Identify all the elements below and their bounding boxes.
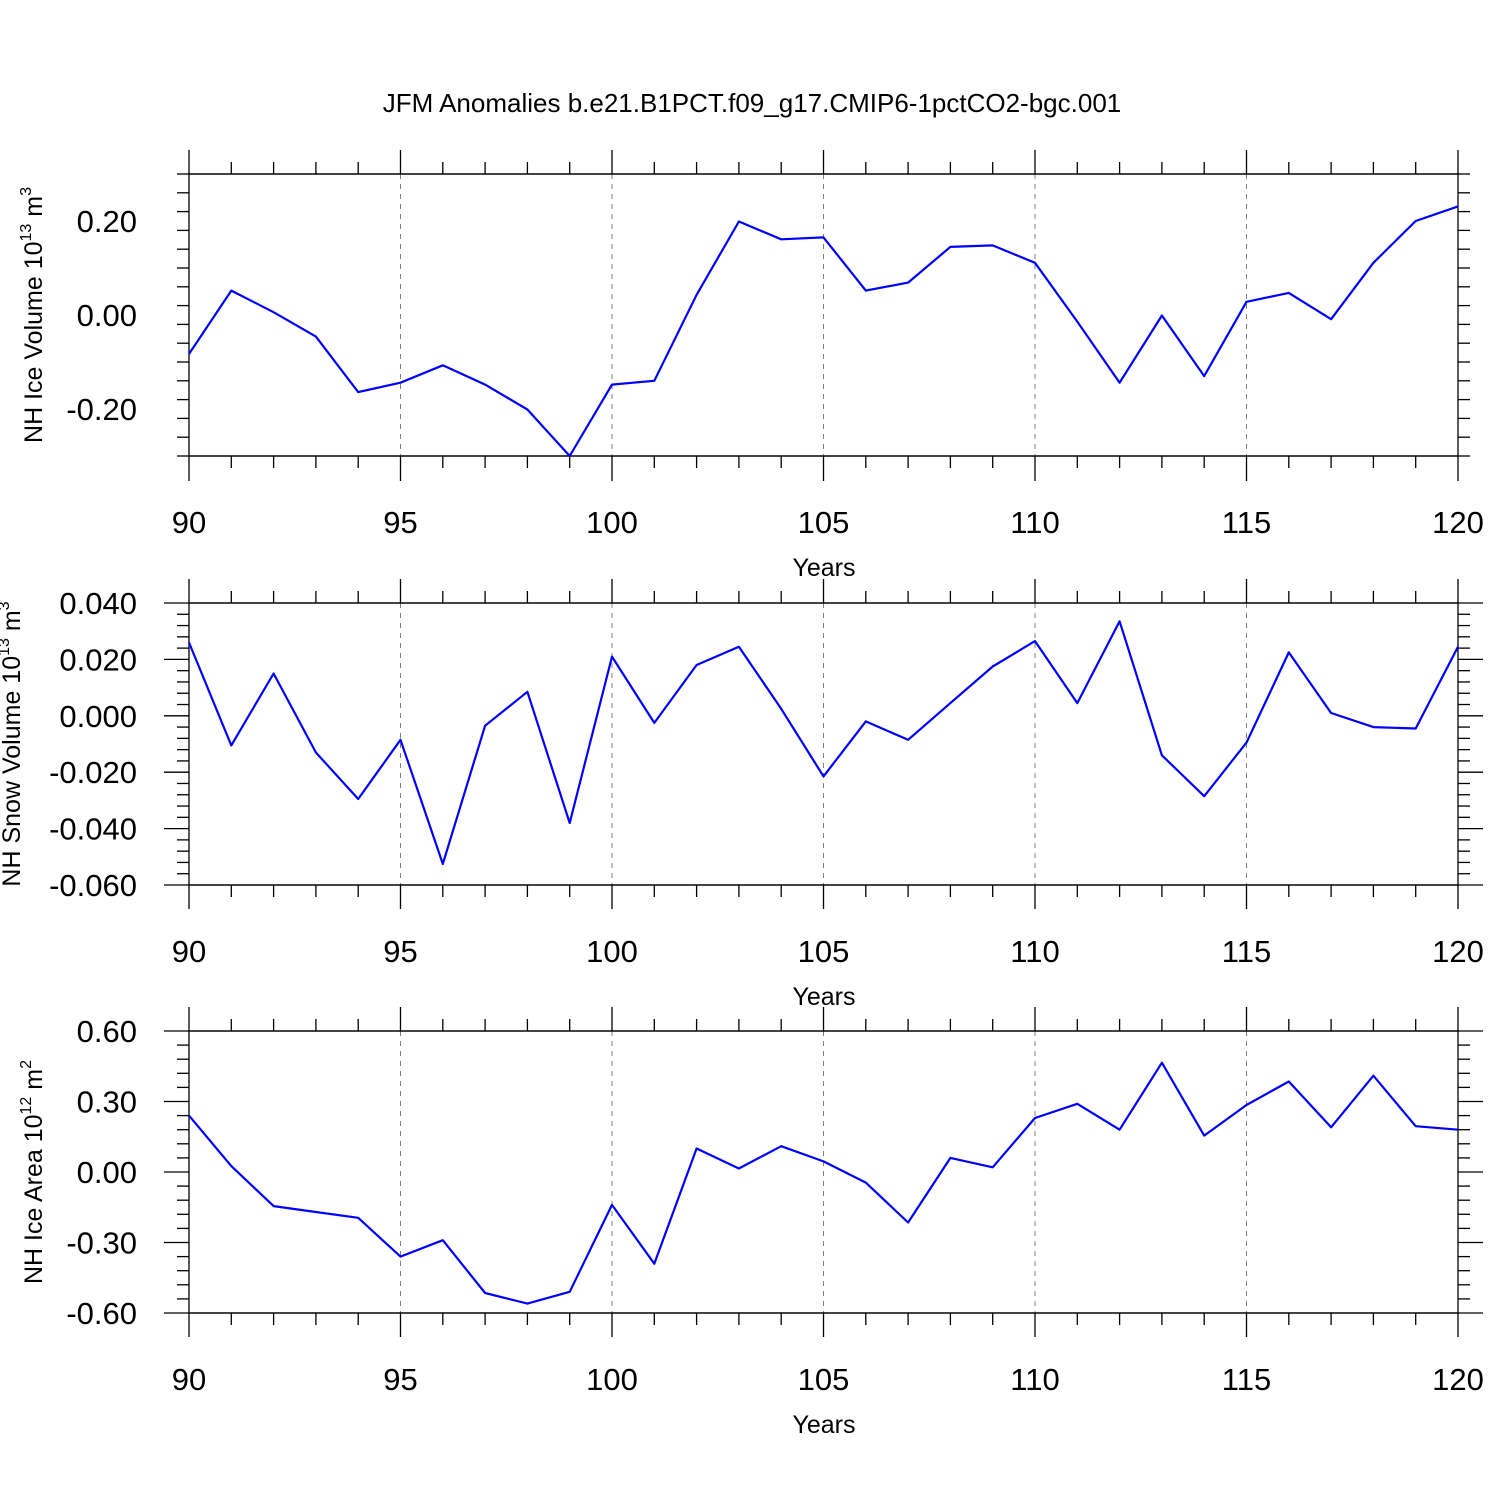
plot-frame [188,1030,1459,1314]
x-tick-label: 90 [172,934,206,969]
x-tick-label: 95 [383,1362,417,1397]
y-tick-label: 0.20 [77,204,137,239]
plot-frame [188,173,1459,457]
y-tick-label: 0.000 [59,699,137,734]
x-tick-label: 100 [586,1362,638,1397]
y-tick-label: -0.30 [66,1226,137,1261]
y-axis-label: NH Ice Area 1012 m2 [18,1060,48,1284]
y-axis-label-superscript: 3 [0,601,13,610]
y-axis-label-superscript: 12 [18,1097,35,1115]
y-axis-label-text: NH Ice Volume 10 [20,241,48,443]
x-tick-label: 100 [586,934,638,969]
y-tick-label: -0.20 [66,392,137,427]
x-tick-label: 110 [1010,505,1059,540]
x-axis-label: Years [792,554,855,582]
y-tick-label: 0.040 [59,586,137,621]
y-axis-label-superscript: 3 [18,187,35,196]
x-tick-label: 110 [1010,934,1059,969]
x-tick-label: 105 [798,1362,850,1397]
x-tick-label: 115 [1222,934,1271,969]
x-tick-label: 105 [798,934,850,969]
y-axis-label-superscript: 13 [0,638,13,656]
y-tick-label: 0.00 [77,298,137,333]
panel-3: -0.60 -0.30 0.00 0.30 0.60 90 95 100 105 110 115 12… [18,1007,1484,1439]
x-tick-label: 120 [1432,505,1484,540]
panels: -0.20 0.00 0.20 90 95 100 105 110 115 120 Years NH … [0,150,1484,1439]
y-tick-label: -0.060 [49,868,137,903]
y-axis-label-text: NH Snow Volume 10 [0,656,26,887]
series-line [188,205,1459,458]
x-tick-label: 110 [1010,1362,1059,1397]
x-tick-label: 90 [172,505,206,540]
x-tick-label: 120 [1432,1362,1484,1397]
panel-2: -0.060 -0.040 -0.020 0.000 0.020 0.040 90 95 100… [0,579,1484,1011]
x-tick-label: 95 [383,505,417,540]
y-axis-label-text: m [20,1069,48,1097]
x-tick-label: 120 [1432,934,1484,969]
plot-frame [188,602,1459,886]
x-tick-label: 115 [1222,505,1271,540]
series-line [188,1061,1459,1305]
x-tick-label: 115 [1222,1362,1271,1397]
x-axis-label: Years [792,1411,855,1439]
y-tick-label: -0.040 [49,812,137,847]
y-tick-label: 0.020 [59,642,137,677]
y-axis-label-superscript: 13 [18,224,35,242]
y-axis-label: NH Snow Volume 1013 m3 [0,601,26,886]
y-axis-label-text: NH Ice Area 10 [20,1114,48,1284]
series-line [187,620,1459,866]
y-tick-label: 0.00 [77,1155,137,1190]
y-tick-label: 0.30 [77,1085,137,1120]
y-axis-label-text: m [0,610,26,638]
y-tick-label: -0.020 [49,755,137,790]
figure-title: JFM Anomalies b.e21.B1PCT.f09_g17.CMIP6-… [383,88,1122,118]
x-tick-label: 100 [586,505,638,540]
y-tick-label: 0.60 [77,1014,137,1049]
y-axis-label-text: m [20,196,48,224]
x-axis-label: Years [792,983,855,1011]
x-tick-label: 105 [798,505,850,540]
y-axis-label-superscript: 2 [18,1060,35,1069]
panel-1: -0.20 0.00 0.20 90 95 100 105 110 115 120 Years NH … [18,150,1484,582]
x-tick-label: 95 [383,934,417,969]
x-tick-label: 90 [172,1362,206,1397]
y-tick-label: -0.60 [66,1296,137,1331]
y-axis-label: NH Ice Volume 1013 m3 [18,187,48,443]
